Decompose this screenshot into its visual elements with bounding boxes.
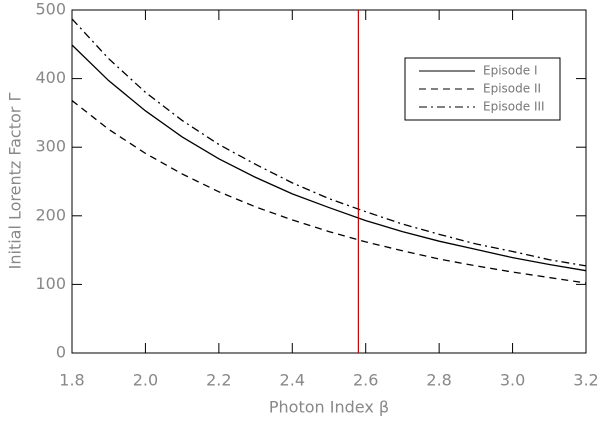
legend: Episode I Episode II Episode III bbox=[404, 57, 561, 121]
y-axis-label: Initial Lorentz Factor Γ bbox=[6, 93, 25, 270]
x-tick-label: 2.6 bbox=[353, 371, 378, 390]
y-tick-label: 200 bbox=[35, 205, 66, 224]
y-tick-label: 400 bbox=[35, 68, 66, 87]
x-tick-label: 2.8 bbox=[426, 371, 451, 390]
x-tick-label: 3.0 bbox=[500, 371, 525, 390]
legend-label: Episode I bbox=[483, 64, 537, 78]
x-tick-label: 2.4 bbox=[280, 371, 305, 390]
legend-label: Episode II bbox=[483, 82, 541, 96]
series-line bbox=[71, 44, 587, 272]
series-line bbox=[71, 18, 587, 267]
x-tick-label: 1.8 bbox=[59, 371, 84, 390]
x-tick-label: 2.0 bbox=[133, 371, 158, 390]
y-tick-label: 100 bbox=[35, 274, 66, 293]
y-tick-label: 0 bbox=[56, 343, 66, 362]
y-tick-label: 500 bbox=[35, 0, 66, 19]
plot-frame bbox=[71, 9, 587, 354]
legend-box bbox=[404, 57, 561, 121]
y-tick-label: 300 bbox=[35, 137, 66, 156]
series-line bbox=[71, 100, 587, 284]
x-tick-label: 3.2 bbox=[573, 371, 598, 390]
x-tick-label: 2.2 bbox=[206, 371, 231, 390]
x-axis-label: Photon Index β bbox=[269, 398, 389, 417]
legend-label: Episode III bbox=[483, 100, 545, 114]
